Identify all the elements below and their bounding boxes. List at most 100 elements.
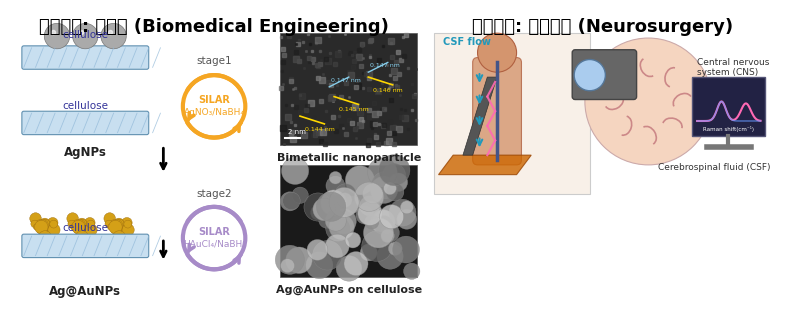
Circle shape xyxy=(73,220,87,233)
Text: 0.147 nm: 0.147 nm xyxy=(370,63,400,68)
Circle shape xyxy=(361,231,393,262)
Circle shape xyxy=(371,172,398,198)
Circle shape xyxy=(112,220,123,231)
Circle shape xyxy=(73,224,84,234)
Circle shape xyxy=(313,198,335,221)
Circle shape xyxy=(41,219,49,228)
Circle shape xyxy=(108,224,114,230)
Circle shape xyxy=(73,23,98,49)
FancyBboxPatch shape xyxy=(280,165,417,277)
Circle shape xyxy=(344,196,361,213)
Circle shape xyxy=(310,205,326,220)
Circle shape xyxy=(354,182,384,212)
Polygon shape xyxy=(439,155,531,175)
Circle shape xyxy=(401,201,413,214)
FancyBboxPatch shape xyxy=(22,234,148,257)
Circle shape xyxy=(345,232,361,248)
Circle shape xyxy=(41,225,48,232)
Circle shape xyxy=(113,224,120,231)
Circle shape xyxy=(374,216,393,235)
Circle shape xyxy=(377,243,403,269)
Circle shape xyxy=(363,218,393,248)
Circle shape xyxy=(74,221,84,231)
Circle shape xyxy=(38,224,45,231)
FancyBboxPatch shape xyxy=(22,46,148,69)
Text: AgNPs: AgNPs xyxy=(64,146,107,159)
Circle shape xyxy=(78,225,85,232)
Circle shape xyxy=(85,224,97,236)
Text: Ag@AuNPs on cellulose: Ag@AuNPs on cellulose xyxy=(275,285,422,295)
Circle shape xyxy=(329,171,342,184)
Circle shape xyxy=(397,209,417,229)
Circle shape xyxy=(330,187,359,217)
Circle shape xyxy=(326,176,345,195)
Circle shape xyxy=(358,201,382,225)
Text: 0.146 nm: 0.146 nm xyxy=(373,88,403,93)
Circle shape xyxy=(45,23,69,49)
Circle shape xyxy=(113,224,119,231)
Circle shape xyxy=(70,224,77,230)
Circle shape xyxy=(101,23,126,49)
Circle shape xyxy=(329,214,354,240)
Circle shape xyxy=(121,218,132,228)
Text: cellulose: cellulose xyxy=(62,101,109,111)
Text: 2 nm: 2 nm xyxy=(288,129,306,135)
Circle shape xyxy=(281,259,294,273)
Circle shape xyxy=(38,224,45,231)
Text: stage2: stage2 xyxy=(196,189,232,199)
Circle shape xyxy=(76,224,82,231)
Circle shape xyxy=(292,187,308,204)
Circle shape xyxy=(280,192,299,211)
Circle shape xyxy=(76,231,89,244)
Circle shape xyxy=(477,33,516,72)
Text: Raman shift(cm⁻¹): Raman shift(cm⁻¹) xyxy=(703,126,754,132)
Polygon shape xyxy=(463,77,497,155)
Circle shape xyxy=(75,224,82,231)
Circle shape xyxy=(389,199,416,226)
Circle shape xyxy=(393,236,420,263)
Text: 기초의예: 의공학 (Biomedical Engineering): 기초의예: 의공학 (Biomedical Engineering) xyxy=(39,18,389,36)
Text: cellulose: cellulose xyxy=(62,30,109,40)
Circle shape xyxy=(370,176,397,204)
Circle shape xyxy=(282,192,300,210)
Circle shape xyxy=(38,221,47,231)
Circle shape xyxy=(316,192,346,221)
Text: AgNO₃/NaBH₄: AgNO₃/NaBH₄ xyxy=(184,108,245,117)
Circle shape xyxy=(67,213,78,224)
Text: 0.144 nm: 0.144 nm xyxy=(305,127,334,132)
Circle shape xyxy=(31,220,38,228)
Circle shape xyxy=(360,244,377,261)
Circle shape xyxy=(282,157,309,185)
Circle shape xyxy=(275,245,304,274)
Circle shape xyxy=(77,218,87,228)
Circle shape xyxy=(104,213,116,224)
Circle shape xyxy=(335,184,356,205)
Circle shape xyxy=(383,164,405,186)
FancyBboxPatch shape xyxy=(572,50,637,100)
Circle shape xyxy=(286,247,312,273)
Circle shape xyxy=(389,242,402,256)
Circle shape xyxy=(40,218,49,228)
Circle shape xyxy=(404,263,420,279)
Circle shape xyxy=(111,224,120,234)
Circle shape xyxy=(35,220,45,230)
Circle shape xyxy=(34,224,40,230)
Circle shape xyxy=(115,225,122,232)
Circle shape xyxy=(306,252,333,279)
Text: CSF flow: CSF flow xyxy=(444,37,492,47)
FancyBboxPatch shape xyxy=(692,77,765,135)
Circle shape xyxy=(356,206,373,224)
Circle shape xyxy=(87,220,95,228)
Circle shape xyxy=(386,183,404,201)
Circle shape xyxy=(111,221,121,231)
Circle shape xyxy=(381,229,394,243)
Circle shape xyxy=(313,240,342,270)
Circle shape xyxy=(78,219,87,228)
Circle shape xyxy=(72,220,83,230)
Circle shape xyxy=(48,224,60,236)
Text: Ag@AuNPs: Ag@AuNPs xyxy=(49,285,121,298)
Circle shape xyxy=(49,220,57,228)
Circle shape xyxy=(109,220,122,234)
Circle shape xyxy=(304,193,332,221)
Circle shape xyxy=(105,220,113,228)
